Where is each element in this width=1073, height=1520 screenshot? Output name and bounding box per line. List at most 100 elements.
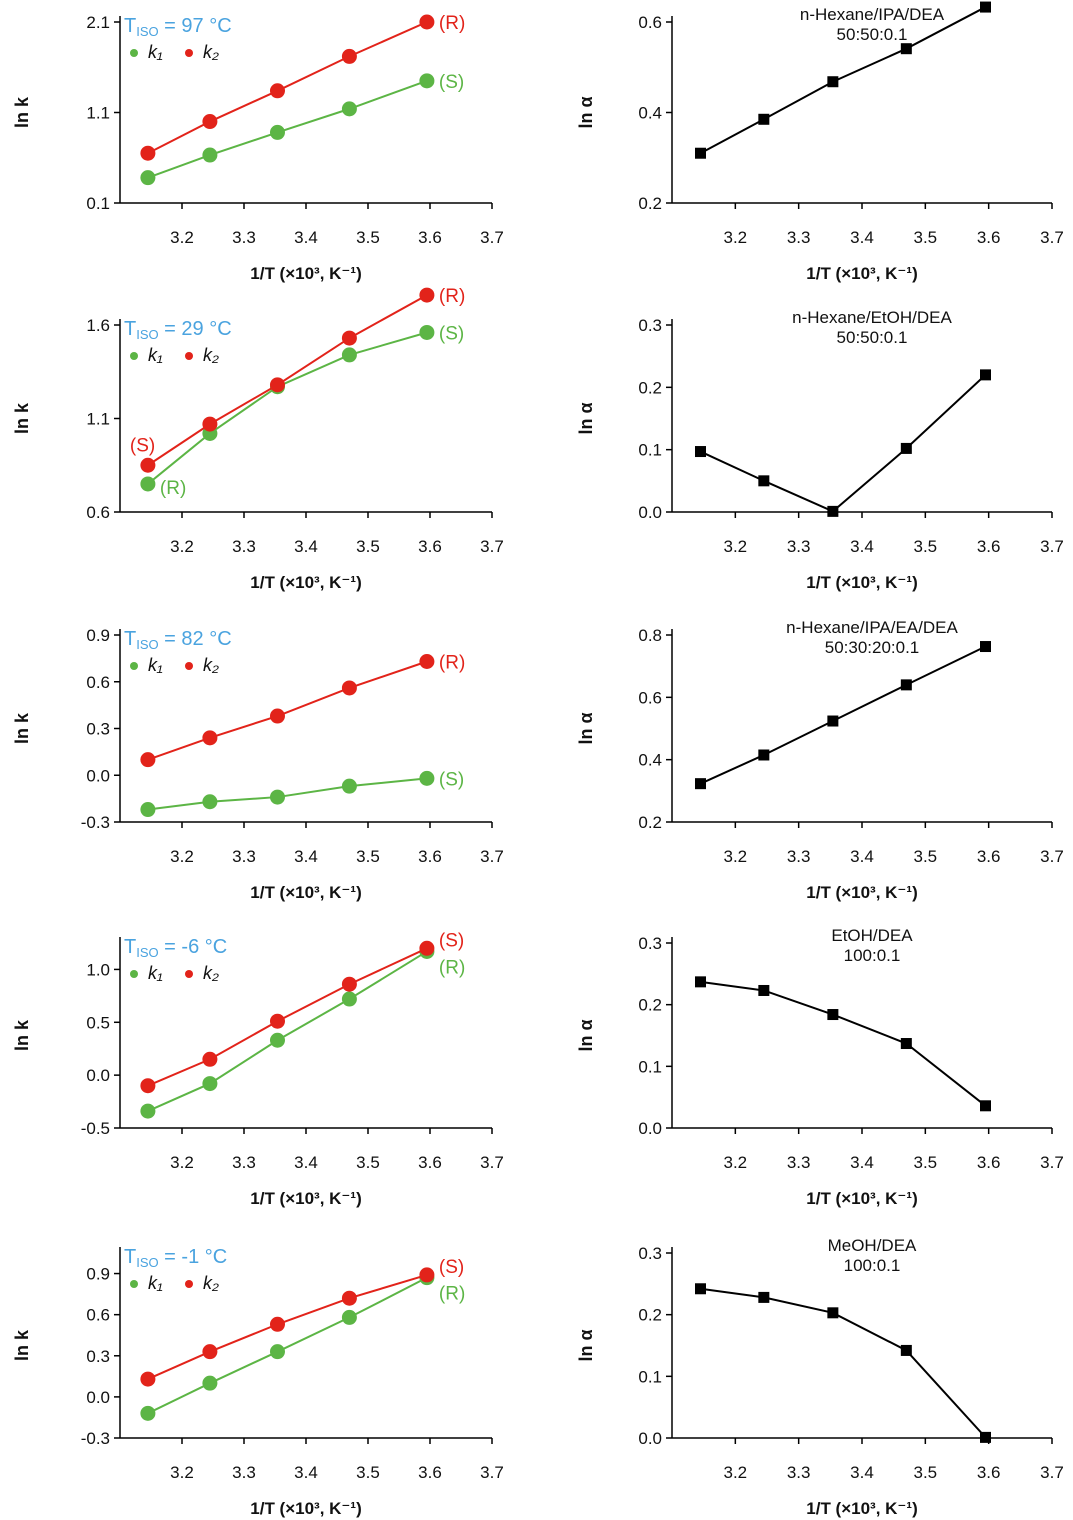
y-tick-label: 0.0 bbox=[86, 1388, 110, 1407]
legend-label: k₂ bbox=[203, 655, 219, 675]
x-tick-label: 3.4 bbox=[850, 847, 874, 866]
x-axis-label: 1/T (×10³, K⁻¹) bbox=[806, 883, 917, 902]
series-end-label: (S) bbox=[439, 930, 464, 951]
mobile-phase-annotation: EtOH/DEA bbox=[831, 926, 913, 945]
x-tick-label: 3.5 bbox=[914, 537, 938, 556]
data-point bbox=[419, 73, 435, 89]
x-axis-label: 1/T (×10³, K⁻¹) bbox=[806, 1499, 917, 1518]
x-tick-label: 3.5 bbox=[914, 228, 938, 247]
x-tick-label: 3.3 bbox=[232, 1463, 256, 1482]
series-line-1 bbox=[147, 777, 428, 811]
data-point bbox=[269, 1344, 285, 1360]
data-point bbox=[269, 1013, 285, 1029]
series-end-label: (R) bbox=[439, 957, 465, 978]
data-point bbox=[202, 730, 218, 746]
data-point bbox=[419, 287, 435, 303]
data-point bbox=[980, 1, 991, 13]
data-point bbox=[202, 1344, 218, 1360]
data-point bbox=[758, 113, 770, 125]
y-tick-label: 0.4 bbox=[638, 104, 662, 123]
legend-marker bbox=[185, 662, 193, 670]
data-point bbox=[900, 679, 912, 691]
series-line-2 bbox=[147, 660, 428, 761]
x-tick-label: 3.3 bbox=[787, 537, 811, 556]
data-point bbox=[695, 976, 706, 988]
y-tick-label: 0.6 bbox=[638, 13, 662, 32]
data-point bbox=[140, 1405, 156, 1421]
x-tick-label: 3.5 bbox=[914, 1463, 938, 1482]
panel-3-ln-k: 0.6 1.1 1.6 3.2 3.3 3.4 3.5 3.6 3.7 1/T (×10³, K⁻… bbox=[12, 286, 504, 592]
x-tick-label: 3.6 bbox=[977, 1153, 1001, 1172]
x-tick-label: 3.7 bbox=[1040, 537, 1064, 556]
data-point bbox=[695, 147, 706, 159]
legend-marker bbox=[130, 49, 138, 57]
legend-marker bbox=[130, 1280, 138, 1288]
data-point bbox=[695, 778, 706, 790]
data-point bbox=[269, 377, 285, 393]
y-axis-label: ln α bbox=[576, 402, 596, 434]
x-tick-label: 3.6 bbox=[977, 847, 1001, 866]
data-point bbox=[758, 475, 770, 487]
x-tick-label: 3.2 bbox=[170, 228, 194, 247]
y-tick-label: 0.8 bbox=[638, 626, 662, 645]
series-end-label: (R) bbox=[439, 286, 465, 307]
data-point bbox=[202, 1076, 218, 1092]
data-point bbox=[900, 1038, 912, 1050]
data-point bbox=[419, 653, 435, 669]
y-tick-label: 0.6 bbox=[86, 1306, 110, 1325]
tiso-annotation: TISO = -6 °C bbox=[124, 936, 227, 960]
data-point bbox=[827, 505, 839, 517]
y-tick-label: 0.1 bbox=[638, 1367, 662, 1386]
x-tick-label: 3.5 bbox=[356, 228, 380, 247]
x-tick-label: 3.3 bbox=[787, 847, 811, 866]
mobile-phase-annotation: 50:50:0.1 bbox=[837, 328, 908, 347]
x-tick-label: 3.7 bbox=[480, 847, 504, 866]
x-tick-label: 3.5 bbox=[914, 847, 938, 866]
data-point bbox=[341, 101, 357, 117]
data-point bbox=[202, 1375, 218, 1391]
x-tick-label: 3.6 bbox=[418, 537, 442, 556]
legend-label: k₂ bbox=[203, 1273, 219, 1293]
y-tick-label: 0.3 bbox=[638, 1244, 662, 1263]
y-axis-label: ln k bbox=[12, 96, 32, 128]
x-tick-label: 3.3 bbox=[787, 228, 811, 247]
series-line-1 bbox=[147, 1276, 428, 1415]
mobile-phase-annotation: MeOH/DEA bbox=[828, 1236, 917, 1255]
x-axis-label: 1/T (×10³, K⁻¹) bbox=[250, 573, 361, 592]
data-point bbox=[269, 124, 285, 140]
panel-1-ln-k: 0.1 1.1 2.1 3.2 3.3 3.4 3.5 3.6 3.7 1/T (×10³, K⁻… bbox=[12, 13, 504, 283]
x-tick-label: 3.3 bbox=[232, 847, 256, 866]
data-point bbox=[341, 1290, 357, 1306]
legend-marker bbox=[185, 49, 193, 57]
series-end-label: (S) bbox=[439, 1257, 464, 1278]
data-point bbox=[419, 14, 435, 30]
series-line bbox=[700, 1287, 987, 1439]
x-axis-label: 1/T (×10³, K⁻¹) bbox=[250, 883, 361, 902]
data-point bbox=[140, 802, 156, 818]
x-tick-label: 3.4 bbox=[850, 537, 874, 556]
x-tick-label: 3.7 bbox=[1040, 1153, 1064, 1172]
x-tick-label: 3.7 bbox=[480, 1153, 504, 1172]
data-point bbox=[269, 708, 285, 724]
data-point bbox=[202, 794, 218, 810]
series-end-label: (R) bbox=[439, 652, 465, 673]
data-point bbox=[827, 1009, 839, 1021]
x-tick-label: 3.4 bbox=[294, 537, 318, 556]
y-tick-label: 0.1 bbox=[638, 441, 662, 460]
x-tick-label: 3.2 bbox=[724, 537, 748, 556]
panel-2-ln-alpha: 0.2 0.4 0.6 3.2 3.3 3.4 3.5 3.6 3.7 1/T (×10³, K⁻… bbox=[576, 1, 1064, 283]
data-point bbox=[980, 1431, 991, 1443]
data-point bbox=[140, 752, 156, 768]
data-point bbox=[140, 1371, 156, 1387]
x-tick-label: 3.3 bbox=[232, 1153, 256, 1172]
panel-7-ln-k: -0.5 0.0 0.5 1.0 3.2 3.3 3.4 3.5 3.6 3.7 1/T (×10³… bbox=[12, 930, 504, 1208]
x-tick-label: 3.4 bbox=[294, 1463, 318, 1482]
series-line bbox=[700, 645, 986, 785]
y-tick-label: 1.1 bbox=[86, 104, 110, 123]
y-axis-label: ln α bbox=[576, 1019, 596, 1051]
mobile-phase-annotation: 50:50:0.1 bbox=[837, 25, 908, 44]
y-tick-label: 0.9 bbox=[86, 626, 110, 645]
y-tick-label: 1.1 bbox=[86, 410, 110, 429]
panel-6-ln-alpha: 0.2 0.4 0.6 0.8 3.2 3.3 3.4 3.5 3.6 3.7 1/T (×10³,… bbox=[576, 618, 1064, 902]
